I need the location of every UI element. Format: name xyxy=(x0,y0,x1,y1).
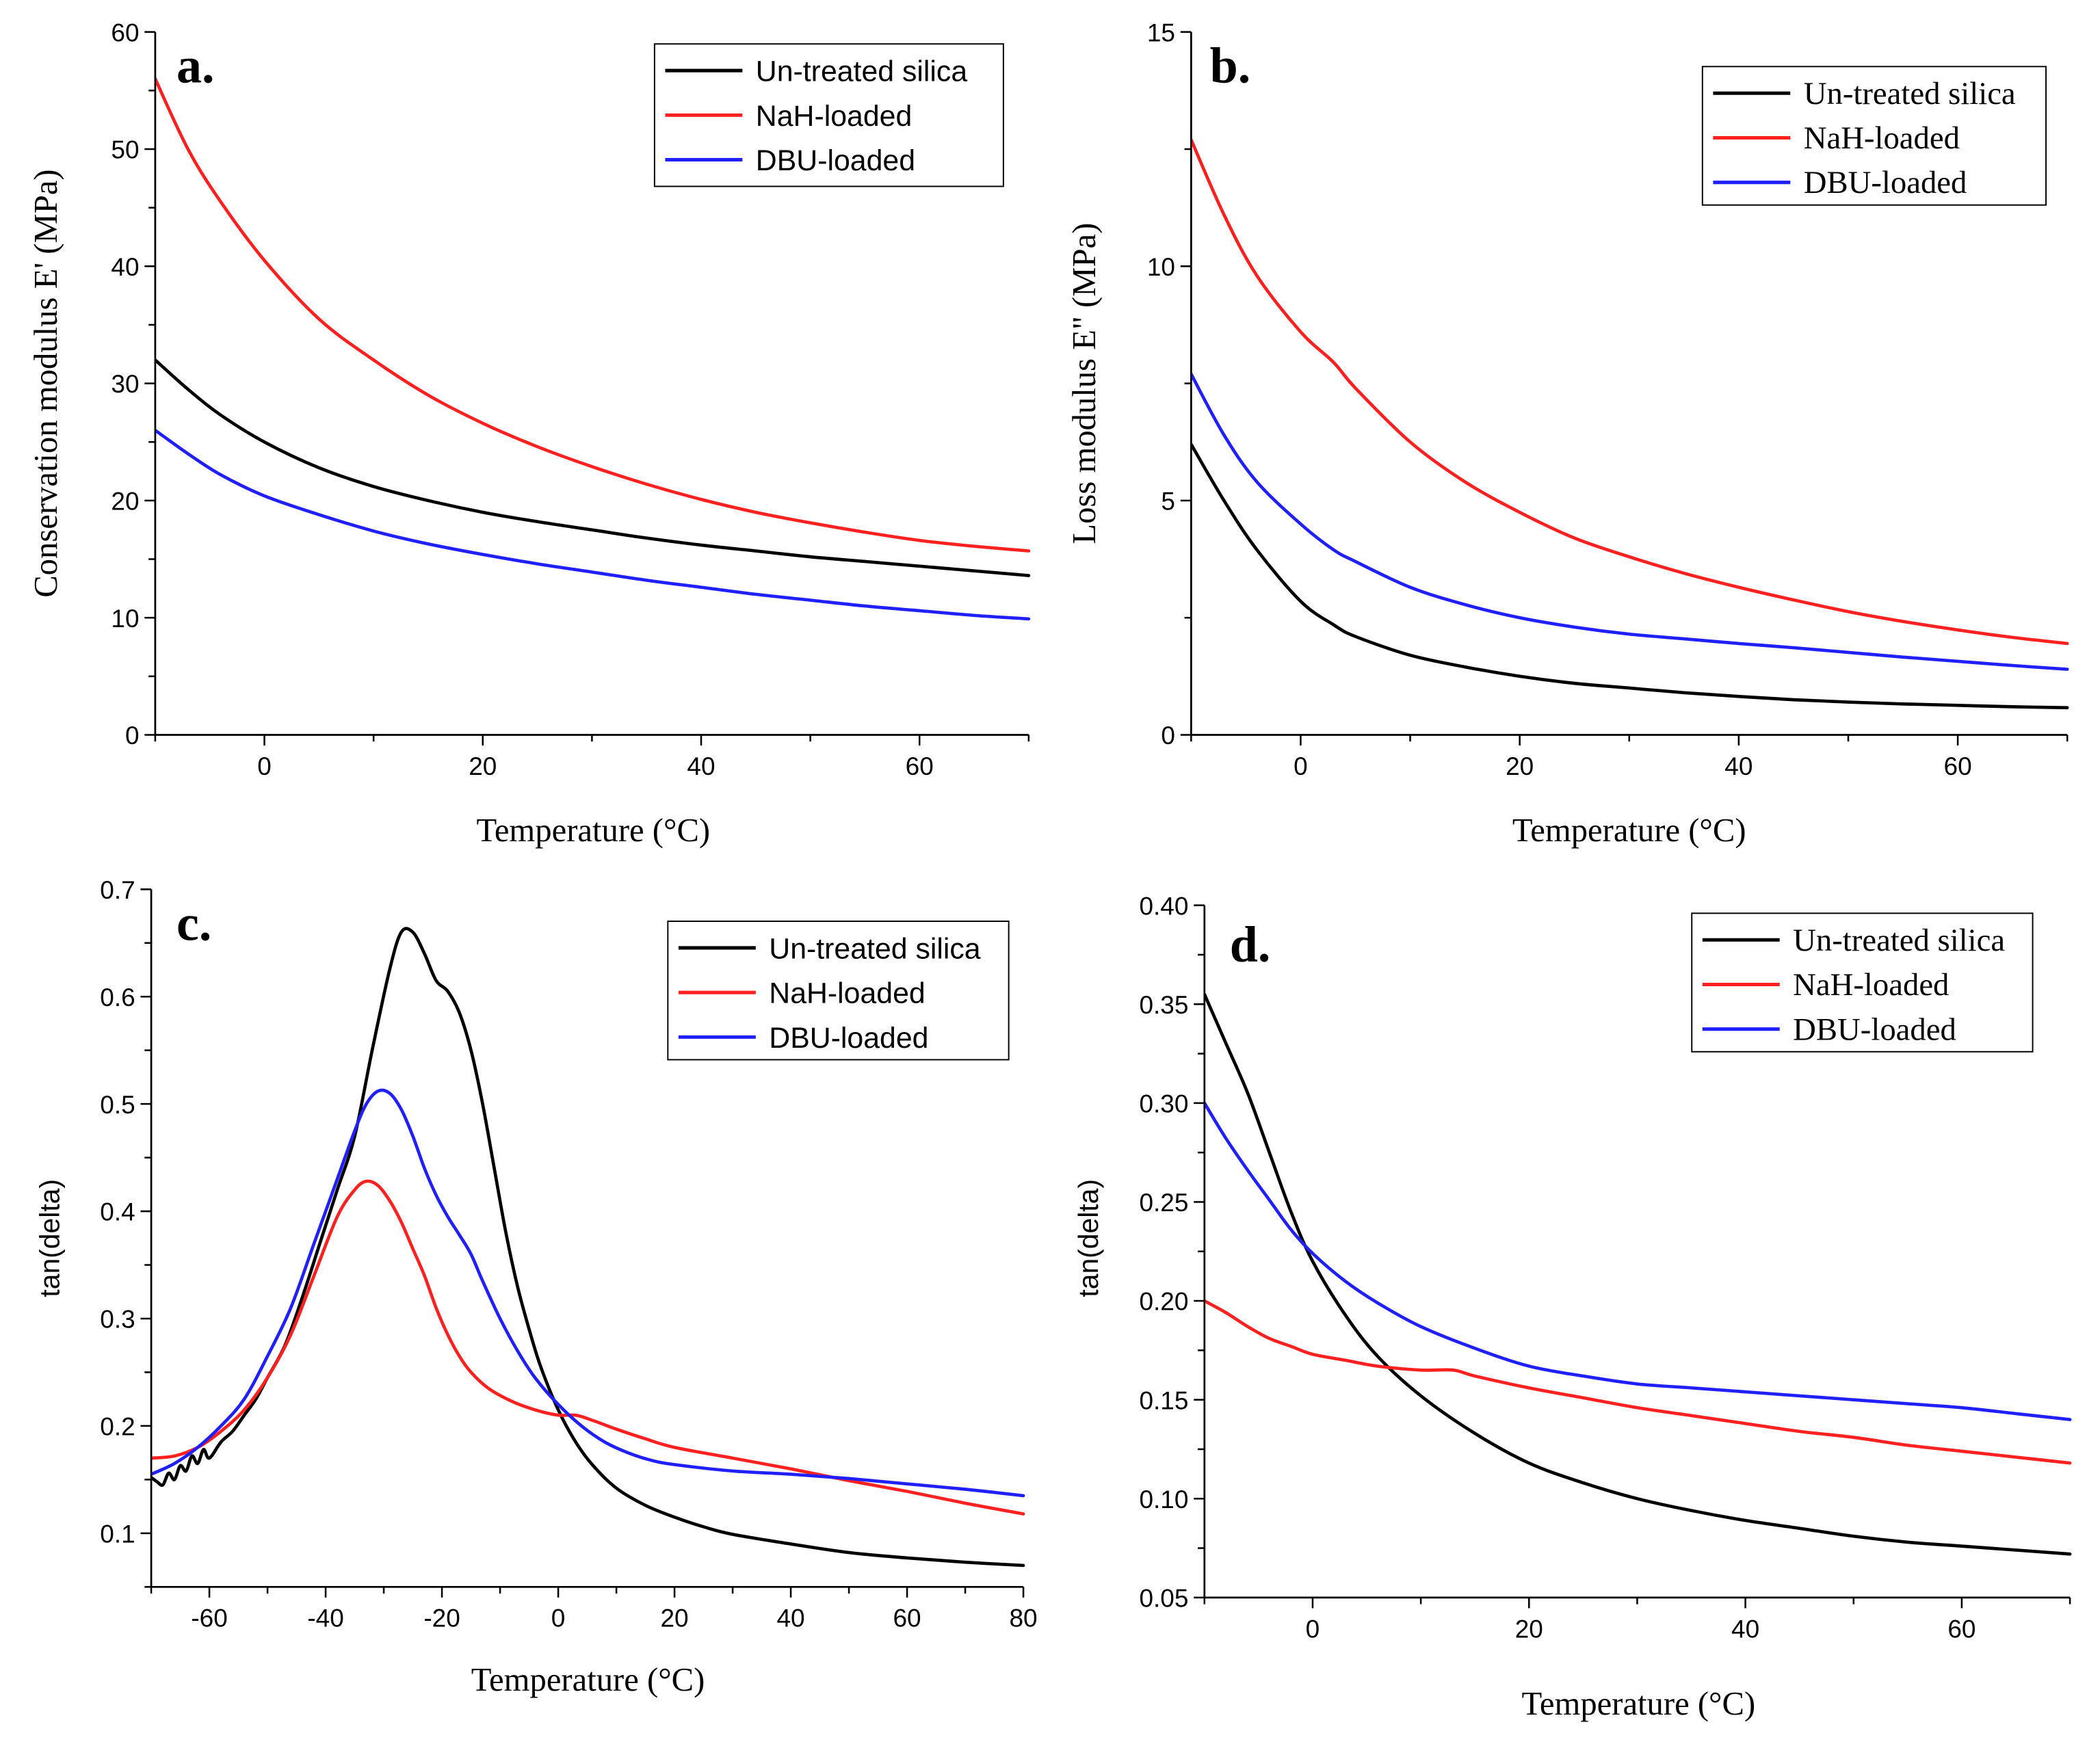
panel-d-series xyxy=(1204,992,2072,1556)
panel-c-y-tick-label: 0.6 xyxy=(100,983,135,1012)
panel-b-legend-label-un-treated-silica: Un-treated silica xyxy=(1804,76,2016,111)
panel-b-series-line-nah-loaded xyxy=(1191,137,2069,646)
panel-a-x-tick-label: 0 xyxy=(257,752,272,780)
panel-d-y-tick-label: 0.10 xyxy=(1139,1485,1188,1514)
panel-b-x-tick-label: 20 xyxy=(1506,752,1534,780)
panel-a-y-tick-label: 40 xyxy=(111,253,139,281)
panel-b-series-line-un-treated-silica xyxy=(1191,442,2069,710)
panel-c-x-tick-label: -40 xyxy=(307,1604,343,1633)
panel-d-series-line-nah-loaded xyxy=(1204,1299,2072,1465)
panel-c-y-axis-label: tan(delta) xyxy=(34,1179,66,1297)
panel-c-x-tick-label: -60 xyxy=(191,1604,227,1633)
panel-a: 0 20 40 60 0 10 20 30 40 50 60 Temperature (°C) Cons… xyxy=(27,18,1031,849)
panel-b-y-tick-label: 15 xyxy=(1147,18,1175,47)
panel-d-legend-label-un-treated-silica: Un-treated silica xyxy=(1793,923,2005,958)
panel-b-letter: b. xyxy=(1210,38,1251,94)
panel-a-y-tick-label: 30 xyxy=(111,370,139,398)
panel-a-y-axis-label: Conservation modulus E' (MPa) xyxy=(27,169,64,597)
panel-b-y-tick-label: 5 xyxy=(1161,488,1175,516)
panel-c-legend-label-dbu-loaded: DBU-loaded xyxy=(769,1022,928,1055)
panel-c-series xyxy=(151,927,1025,1568)
panel-c-letter: c. xyxy=(176,895,211,951)
panel-b-x-tick-label: 60 xyxy=(1944,752,1972,780)
panel-d-x-axis-label: Temperature (°C) xyxy=(1522,1685,1756,1722)
panel-d-y-tick-label: 0.30 xyxy=(1139,1089,1188,1118)
panel-a-legend-label-nah-loaded: NaH-loaded xyxy=(756,100,912,133)
panel-a-x-axis-label: Temperature (°C) xyxy=(477,812,711,849)
panel-c-x-tick-label: 80 xyxy=(1010,1604,1038,1633)
panel-b-y-axis-label: Loss modulus E" (MPa) xyxy=(1066,223,1103,544)
panel-c-y-tick-label: 0.1 xyxy=(100,1520,135,1548)
panel-b-series xyxy=(1191,137,2069,710)
panel-c-x-tick-label: 40 xyxy=(777,1604,805,1633)
panel-a-x-tick-label: 20 xyxy=(469,752,497,780)
panel-c-x-tick-label: -20 xyxy=(423,1604,460,1633)
panel-a-letter: a. xyxy=(176,38,214,94)
panel-c-y-tick-label: 0.4 xyxy=(100,1198,135,1226)
panel-d-y-tick-label: 0.20 xyxy=(1139,1288,1188,1316)
panel-c-series-line-nah-loaded xyxy=(151,1179,1025,1516)
panel-a-legend-label-dbu-loaded: DBU-loaded xyxy=(756,144,915,177)
panel-c-series-line-un-treated-silica xyxy=(151,927,1025,1568)
panel-d-y-tick-label: 0.40 xyxy=(1139,892,1188,920)
panel-a-series xyxy=(155,77,1031,621)
panel-a-legend: Un-treated silica NaH-loaded DBU-loaded xyxy=(653,43,1004,187)
panel-c-y-tick-label: 0.2 xyxy=(100,1413,135,1441)
panel-b-series-line-dbu-loaded xyxy=(1191,372,2069,671)
panel-c-legend-label-nah-loaded: NaH-loaded xyxy=(769,977,925,1010)
panel-a-x-tick-label: 40 xyxy=(687,752,715,780)
panel-c-y-tick-label: 0.5 xyxy=(100,1091,135,1119)
panel-d-x-tick-label: 20 xyxy=(1515,1615,1543,1643)
panel-b-y-tick-label: 10 xyxy=(1147,253,1175,281)
panel-c-y-tick-label: 0.3 xyxy=(100,1306,135,1334)
panel-c-y-tick-label: 0.7 xyxy=(100,876,135,904)
panel-c-x-tick-label: 0 xyxy=(551,1604,566,1633)
panel-c-x-tick-label: 20 xyxy=(661,1604,689,1633)
panel-d-y-tick-label: 0.15 xyxy=(1139,1386,1188,1414)
panel-c: -60 -40 -20 0 20 40 60 80 0.1 0.2 0.3 0.4 0.5 0.6 0.7 T… xyxy=(34,876,1038,1698)
panel-c-legend-label-un-treated-silica: Un-treated silica xyxy=(769,933,981,966)
panel-b-legend: Un-treated silica NaH-loaded DBU-loaded xyxy=(1701,66,2047,206)
panel-a-x-tick-label: 60 xyxy=(906,752,934,780)
panel-d-legend: Un-treated silica NaH-loaded DBU-loaded xyxy=(1691,912,2034,1053)
panel-d-x-tick-label: 40 xyxy=(1731,1615,1759,1643)
panel-b-x-tick-label: 0 xyxy=(1294,752,1308,780)
panel-d-y-tick-label: 0.35 xyxy=(1139,991,1188,1019)
panel-a-y-tick-label: 10 xyxy=(111,605,139,633)
panel-a-series-line-un-treated-silica xyxy=(155,358,1031,577)
panel-a-y-tick-label: 50 xyxy=(111,136,139,164)
panel-d: 0 20 40 60 0.05 0.10 0.15 0.20 0.25 0.30 0.35 0.40 T… xyxy=(1073,892,2072,1722)
panel-c-x-tick-label: 60 xyxy=(893,1604,921,1633)
panel-d-x-tick-label: 0 xyxy=(1306,1615,1320,1643)
panel-a-series-line-dbu-loaded xyxy=(155,428,1031,621)
panel-d-y-tick-label: 0.05 xyxy=(1139,1585,1188,1613)
panel-b-legend-label-dbu-loaded: DBU-loaded xyxy=(1804,165,1967,200)
panel-a-series-line-nah-loaded xyxy=(155,77,1031,553)
figure-background xyxy=(11,0,2089,1744)
panel-b-x-axis-label: Temperature (°C) xyxy=(1512,812,1746,849)
panel-b-legend-label-nah-loaded: NaH-loaded xyxy=(1804,120,1960,156)
panel-d-x-tick-label: 60 xyxy=(1947,1615,1976,1643)
panel-d-series-line-dbu-loaded xyxy=(1204,1101,2072,1421)
panel-a-y-tick-label: 0 xyxy=(125,722,140,750)
panel-a-y-tick-label: 60 xyxy=(111,18,139,47)
panel-d-letter: d. xyxy=(1230,916,1271,972)
panel-c-series-line-dbu-loaded xyxy=(151,1088,1025,1498)
panel-a-legend-label-un-treated-silica: Un-treated silica xyxy=(756,55,968,88)
panel-d-series-line-un-treated-silica xyxy=(1204,992,2072,1556)
panel-b: 0 20 40 60 0 5 10 15 Temperature (°C) Loss modulu… xyxy=(1066,18,2069,849)
panel-a-y-tick-label: 20 xyxy=(111,488,139,516)
panel-b-y-tick-label: 0 xyxy=(1161,722,1175,750)
panel-d-legend-label-nah-loaded: NaH-loaded xyxy=(1793,967,1949,1003)
panel-c-x-axis-label: Temperature (°C) xyxy=(471,1661,705,1698)
panel-b-x-tick-label: 40 xyxy=(1724,752,1753,780)
panel-d-y-tick-label: 0.25 xyxy=(1139,1189,1188,1217)
panel-d-y-axis-label: tan(delta) xyxy=(1073,1179,1104,1297)
panel-c-legend: Un-treated silica NaH-loaded DBU-loaded xyxy=(667,921,1010,1061)
panel-d-legend-label-dbu-loaded: DBU-loaded xyxy=(1793,1012,1956,1047)
